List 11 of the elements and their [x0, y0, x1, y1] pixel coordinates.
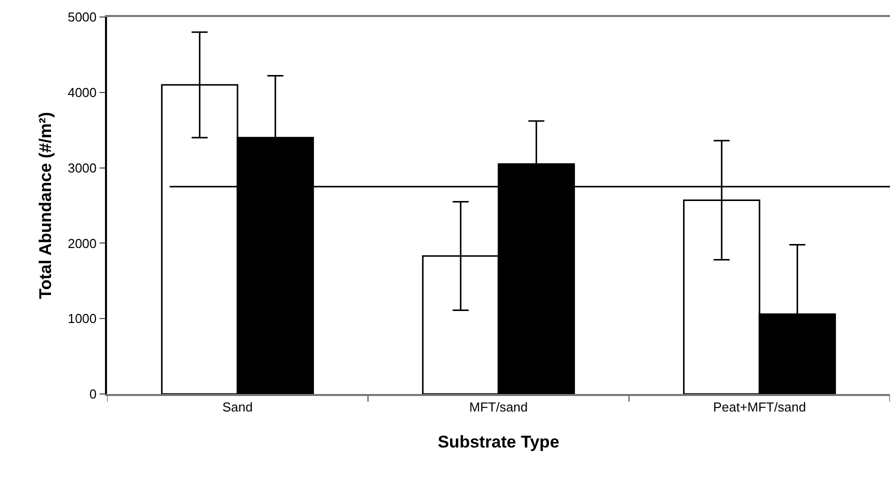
y-axis-title: Total Abundance (#/m²) [36, 112, 55, 299]
y-tick-label: 4000 [68, 84, 97, 100]
y-tick-label: 3000 [68, 160, 97, 176]
x-tick-label: MFT/sand [469, 400, 528, 415]
y-tick-label: 2000 [68, 236, 97, 251]
x-tick-label: Peat+MFT/sand [713, 400, 806, 415]
y-tick-label: 1000 [68, 311, 97, 326]
x-tick-label: Sand [222, 400, 253, 415]
y-tick-label: 0 [89, 386, 97, 402]
x-axis-title: Substrate Type [438, 432, 560, 452]
y-tick-label: 5000 [68, 10, 97, 25]
